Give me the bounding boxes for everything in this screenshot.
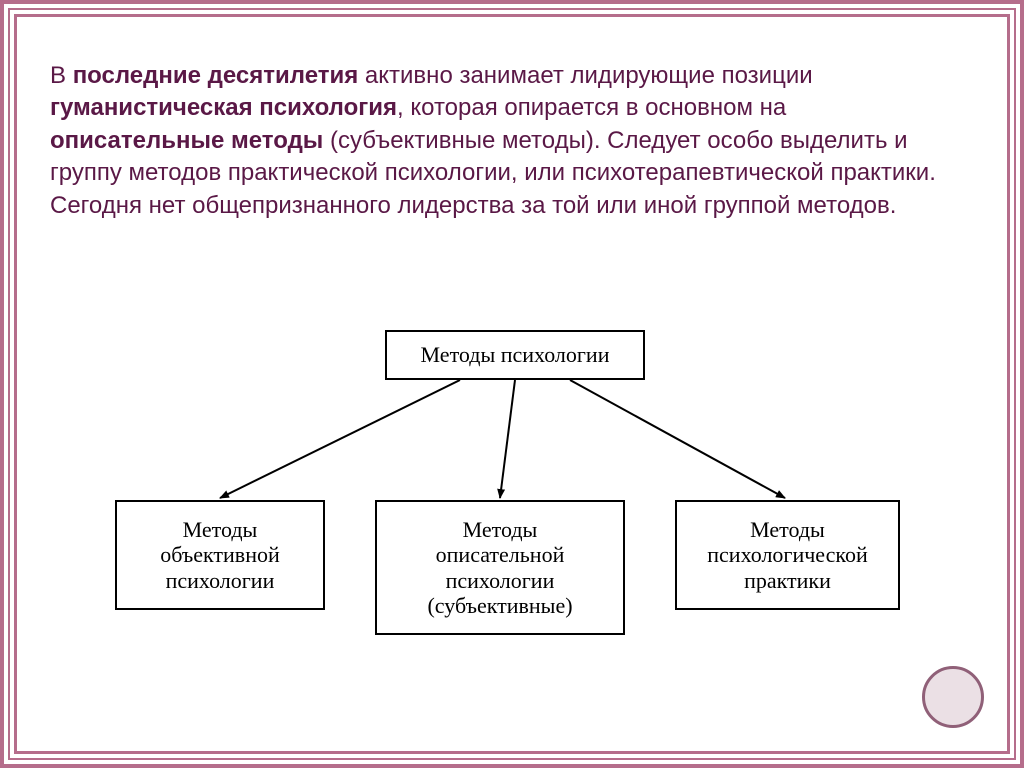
body-text: , которая опирается в основном на	[397, 94, 786, 121]
body-text-bold: последние десятилетия	[73, 62, 359, 89]
diagram-node-mid: Методыописательнойпсихологии(субъективны…	[375, 500, 625, 635]
diagram-edge	[570, 380, 785, 498]
diagram-node-right: Методыпсихологическойпрактики	[675, 500, 900, 610]
body-text-bold: гуманистическая психология	[50, 94, 397, 121]
methods-diagram: Методы психологии Методыобъективнойпсихол…	[80, 320, 920, 660]
body-text: В	[50, 62, 73, 89]
body-paragraph: В последние десятилетия активно занимает…	[50, 60, 945, 222]
body-text-bold: описательные методы	[50, 127, 323, 154]
corner-circle-decoration	[922, 666, 984, 728]
body-text: активно занимает лидирующие позиции	[358, 62, 812, 89]
diagram-edge	[500, 380, 515, 498]
diagram-node-root: Методы психологии	[385, 330, 645, 380]
diagram-node-left: Методыобъективнойпсихологии	[115, 500, 325, 610]
diagram-edge	[220, 380, 460, 498]
